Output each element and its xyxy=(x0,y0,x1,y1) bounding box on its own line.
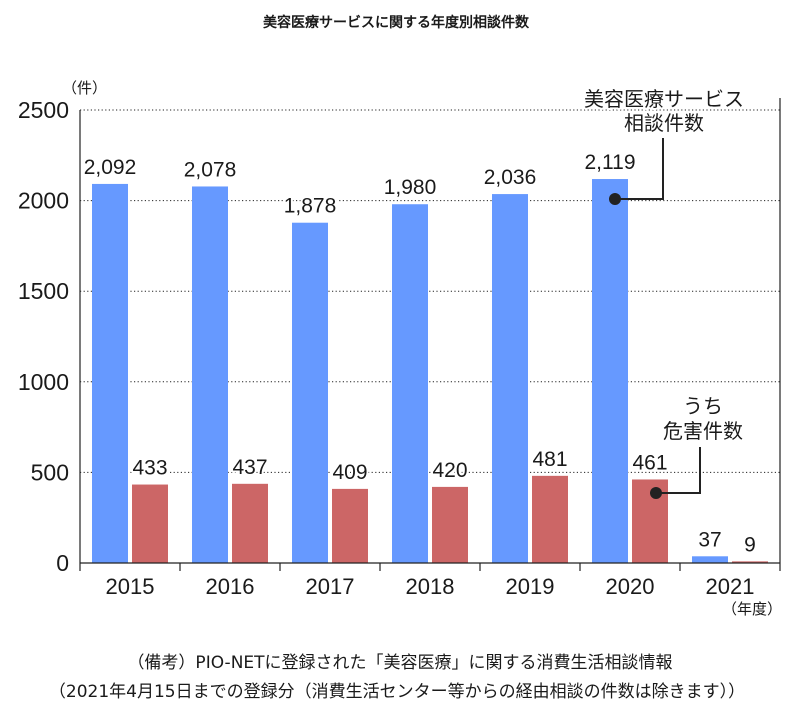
consultation-value-label-2015: 2,092 xyxy=(84,156,137,179)
harm-value-label-2018: 420 xyxy=(432,459,467,482)
axes xyxy=(79,98,781,571)
callout-dot xyxy=(609,193,621,205)
y-tick-label-1000: 1000 xyxy=(18,369,69,395)
x-tick-label-2015: 2015 xyxy=(106,574,155,599)
harm-value-label-2016: 437 xyxy=(232,456,267,479)
x-tick-label-2016: 2016 xyxy=(206,574,255,599)
callout-dot xyxy=(650,487,662,499)
consultation-bar-2016 xyxy=(192,186,228,563)
consultation-bar-2017 xyxy=(292,222,328,563)
source-note-line-2: （2021年4月15日までの登録分（消費生活センター等からの経由相談の件数は除き… xyxy=(49,682,745,702)
x-tick-labels: 2015 2016 2017 2018 2019 2020 2021 xyxy=(106,574,755,599)
consultation-bar-2019 xyxy=(492,194,528,564)
consultation-value-label-2021: 37 xyxy=(698,528,721,551)
harm-value-label-2020: 461 xyxy=(632,451,667,474)
harm-bar-2020 xyxy=(632,479,668,563)
y-tick-label-0: 0 xyxy=(56,550,69,576)
x-tick-label-2020: 2020 xyxy=(606,574,655,599)
y-tick-label-2000: 2000 xyxy=(18,188,69,214)
series-label-line-2: 相談件数 xyxy=(624,111,704,135)
value-labels: 2,092 2,078 1,878 1,980 2,036 2,119 37 433 437 40… xyxy=(82,149,758,558)
harm-value-label-2015: 433 xyxy=(132,457,167,480)
harm-value-label-2021: 9 xyxy=(744,533,756,556)
x-tick-label-2018: 2018 xyxy=(406,574,455,599)
consultation-bar-2021 xyxy=(692,556,728,563)
callout-harm-series: うち 危害件数 xyxy=(650,392,745,499)
y-tick-labels: 0 500 1000 1500 2000 2500 xyxy=(18,97,69,576)
harm-bar-2015 xyxy=(132,484,168,563)
consultation-value-label-2017: 1,878 xyxy=(284,195,337,218)
series-label-line-2: 危害件数 xyxy=(663,419,743,443)
harm-bar-2021 xyxy=(732,561,768,563)
x-tick-label-2017: 2017 xyxy=(306,574,355,599)
harm-value-label-2017: 409 xyxy=(332,461,367,484)
consultation-value-label-2019: 2,036 xyxy=(484,166,537,189)
y-tick-label-2500: 2500 xyxy=(18,97,69,123)
consultation-value-label-2016: 2,078 xyxy=(184,158,237,181)
consultation-bar-2015 xyxy=(92,183,128,563)
consultation-bar-2018 xyxy=(392,204,428,563)
harm-bar-2017 xyxy=(332,488,368,563)
y-tick-label-500: 500 xyxy=(31,459,69,485)
harm-bar-2018 xyxy=(432,486,468,563)
consultation-value-label-2020: 2,119 xyxy=(585,151,636,174)
harm-value-label-2019: 481 xyxy=(532,448,567,471)
callout-consultation-series: 美容医療サービス 相談件数 xyxy=(582,85,746,205)
consultation-value-label-2018: 1,980 xyxy=(384,176,437,199)
harm-bar-2016 xyxy=(232,483,268,563)
y-axis-unit-label: （件） xyxy=(62,79,107,97)
source-note-line-1: （備考）PIO-NETに登録された「美容医療」に関する消費生活相談情報 xyxy=(127,653,672,673)
callout-leader-line xyxy=(615,138,664,200)
series-label-line-1: 美容医療サービス xyxy=(584,87,744,111)
x-axis-unit-label: （年度） xyxy=(722,600,782,618)
chart-title: 美容医療サービスに関する年度別相談件数 xyxy=(263,14,530,31)
x-tick-label-2021: 2021 xyxy=(706,574,755,599)
y-tick-label-1500: 1500 xyxy=(18,278,69,304)
harm-bar-2019 xyxy=(532,475,568,563)
consultation-bar-2020 xyxy=(592,179,628,563)
gridlines xyxy=(80,109,780,473)
x-tick-label-2019: 2019 xyxy=(506,574,555,599)
series-label-line-1: うち xyxy=(683,394,723,418)
callout-leader-line xyxy=(656,447,701,494)
bars xyxy=(92,179,768,564)
